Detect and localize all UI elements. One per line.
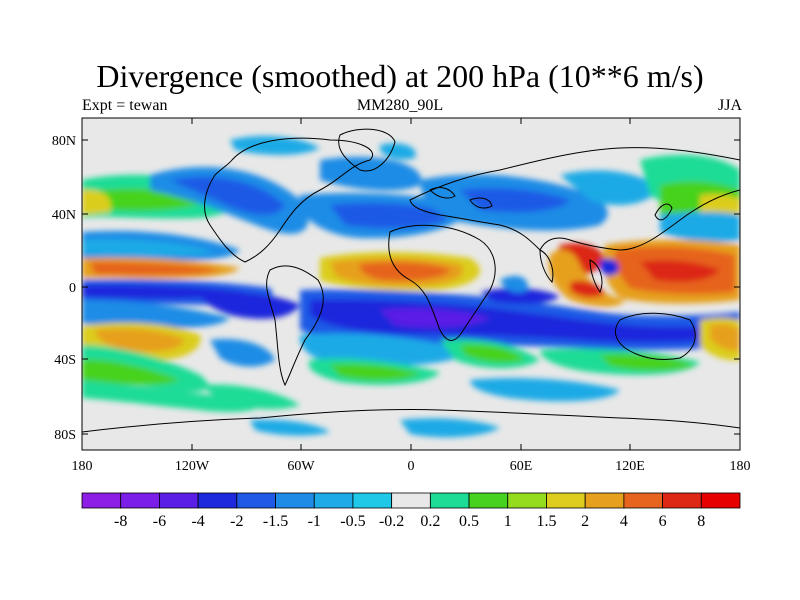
colorbar-label: -0.2 bbox=[379, 513, 404, 530]
lat-tick-label: 80S bbox=[54, 428, 76, 443]
plot-title: Divergence (smoothed) at 200 hPa (10**6 … bbox=[96, 58, 704, 94]
lat-tick-label: 40S bbox=[54, 353, 76, 368]
lon-tick-label: 120W bbox=[175, 459, 210, 474]
lon-axis bbox=[81, 118, 741, 450]
experiment-label: Expt = tewan bbox=[82, 97, 168, 114]
colorbar-label: 0.2 bbox=[420, 513, 440, 530]
colorbar-label: -0.5 bbox=[340, 513, 365, 530]
coastlines bbox=[82, 128, 740, 433]
colorbar-swatch bbox=[275, 492, 315, 509]
colorbar-swatch bbox=[313, 492, 354, 509]
colorbar-swatch bbox=[391, 492, 431, 509]
colorbar-swatch bbox=[81, 492, 122, 509]
colorbar-swatch bbox=[584, 492, 625, 509]
colorbar-label: -8 bbox=[114, 513, 127, 530]
lon-tick-label: 60E bbox=[510, 459, 533, 474]
colorbar-label: 8 bbox=[697, 513, 705, 530]
lon-tick-label: 0 bbox=[408, 459, 415, 474]
colorbar-label: -1.5 bbox=[263, 513, 288, 530]
divergence-field bbox=[82, 118, 740, 450]
colorbar-label: -6 bbox=[153, 513, 166, 530]
colorbar-label: 0.5 bbox=[459, 513, 479, 530]
colorbar-swatch bbox=[429, 492, 470, 509]
colorbar-swatch bbox=[700, 492, 741, 509]
colorbar-label: -2 bbox=[230, 513, 243, 530]
lat-tick-label: 40N bbox=[52, 208, 76, 223]
colorbar-swatch bbox=[468, 492, 509, 509]
colorbar-label: -1 bbox=[308, 513, 321, 530]
colorbar-label: 1 bbox=[504, 513, 512, 530]
lon-tick-label: 180 bbox=[730, 459, 751, 474]
lat-tick-label: 80N bbox=[52, 134, 76, 149]
colorbar-label: 1.5 bbox=[536, 513, 556, 530]
lat-tick-label: 0 bbox=[69, 281, 76, 296]
colorbar: -8 -6 -4 -2 -1.5 -1 -0.5 -0.2 0.2 0.5 1 1.5 2 4 6 8 bbox=[81, 492, 741, 530]
colorbar-label: 6 bbox=[659, 513, 667, 530]
colorbar-swatch bbox=[352, 492, 393, 509]
colorbar-label: 4 bbox=[620, 513, 628, 530]
colorbar-swatch bbox=[507, 492, 547, 509]
lat-axis bbox=[82, 139, 740, 435]
lon-tick-label: 180 bbox=[72, 459, 93, 474]
lon-tick-label: 120E bbox=[615, 459, 645, 474]
colorbar-swatch bbox=[197, 492, 238, 509]
colorbar-swatch bbox=[120, 492, 160, 509]
colorbar-swatch bbox=[546, 492, 586, 509]
model-label: MM280_90L bbox=[356, 97, 444, 114]
colorbar-swatch bbox=[623, 492, 663, 509]
colorbar-swatch bbox=[662, 492, 702, 509]
lon-tick-label: 60W bbox=[287, 459, 315, 474]
colorbar-label: -4 bbox=[191, 513, 204, 530]
colorbar-swatch bbox=[236, 492, 276, 509]
season-label: JJA bbox=[717, 97, 742, 114]
colorbar-label: 2 bbox=[581, 513, 589, 530]
colorbar-swatch bbox=[159, 492, 199, 509]
